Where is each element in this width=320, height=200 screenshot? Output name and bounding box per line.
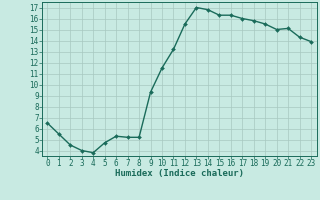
X-axis label: Humidex (Indice chaleur): Humidex (Indice chaleur) [115,169,244,178]
